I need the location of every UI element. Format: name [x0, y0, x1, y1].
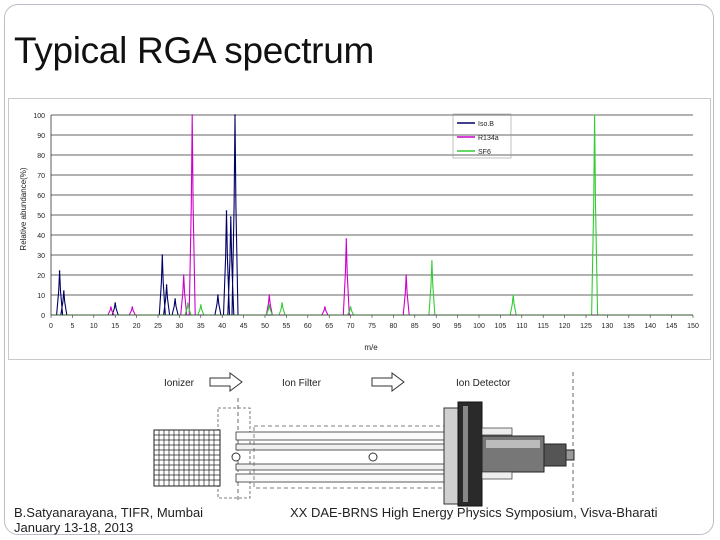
- detector-flange: [443, 401, 575, 507]
- data-point: [512, 294, 515, 296]
- x-tick-label: 125: [580, 323, 592, 330]
- ion-filter-label: Ion Filter: [282, 378, 322, 389]
- y-tick-label: 10: [37, 293, 45, 300]
- x-tick-label: 135: [623, 323, 635, 330]
- x-tick-label: 115: [538, 323, 549, 330]
- slide-title: Typical RGA spectrum: [14, 30, 375, 71]
- x-tick-label: 90: [432, 323, 440, 330]
- slide-frame: [4, 4, 714, 535]
- footer-date-line: January 13-18, 2013: [14, 520, 134, 535]
- x-tick-label: 100: [473, 323, 485, 330]
- data-point: [114, 302, 116, 304]
- legend-label: R134a: [478, 135, 499, 142]
- data-point: [182, 274, 185, 276]
- x-tick-label: 0: [49, 323, 53, 330]
- data-point: [431, 260, 433, 262]
- y-tick-label: 0: [41, 313, 45, 320]
- ionizer-grid: [153, 429, 221, 487]
- y-tick-label: 80: [37, 153, 45, 160]
- data-point: [324, 306, 326, 308]
- chart-svg: 0 10 20 30 40 50 60 70 80 90 100 0 5 10 15 20 25 30 35 40 45…: [19, 113, 699, 352]
- footer-event: XX DAE-BRNS High Energy Physics Symposiu…: [290, 505, 658, 520]
- data-point: [131, 306, 134, 308]
- x-tick-label: 70: [347, 323, 355, 330]
- data-point: [229, 216, 232, 218]
- x-tick-label: 85: [411, 323, 419, 330]
- y-tick-label: 30: [37, 253, 45, 260]
- x-tick-label: 35: [197, 323, 205, 330]
- x-tick-label: 150: [687, 323, 699, 330]
- arrow-right-icon: [371, 372, 405, 392]
- y-tick-label: 60: [37, 193, 45, 200]
- data-point: [345, 238, 348, 240]
- y-tick-label: 40: [37, 233, 45, 240]
- data-point: [593, 114, 596, 116]
- x-tick-label: 110: [516, 323, 527, 330]
- data-point: [268, 294, 271, 296]
- legend-box: [452, 113, 512, 159]
- x-tick-label: 140: [644, 323, 656, 330]
- y-tick-label: 20: [37, 273, 45, 280]
- x-tick-label: 10: [90, 323, 98, 330]
- x-tick-label: 75: [368, 323, 376, 330]
- x-tick-label: 65: [325, 323, 333, 330]
- data-point: [217, 294, 219, 296]
- footer-author: B.Satyanarayana, TIFR, Mumbai January 13…: [14, 505, 203, 535]
- data-point: [405, 274, 408, 276]
- legend-label: SF6: [478, 149, 491, 156]
- legend: Iso.B R134a SF6: [452, 113, 512, 159]
- data-point: [161, 254, 164, 256]
- rga-schematic-diagram: Ionizer Ion Filter Ion Detector: [153, 372, 575, 507]
- data-point: [58, 270, 61, 272]
- x-tick-label: 5: [70, 323, 74, 330]
- x-axis-label: m/e: [364, 343, 378, 352]
- x-tick-label: 60: [304, 323, 312, 330]
- y-tick-label: 50: [37, 213, 45, 220]
- data-point: [281, 302, 283, 304]
- y-axis-label: Relative abundance(%): [19, 167, 28, 250]
- x-tick-label: 95: [454, 323, 462, 330]
- data-point: [110, 306, 112, 308]
- ionizer-housing: [217, 407, 251, 499]
- data-point: [225, 210, 228, 212]
- legend-label: Iso.B: [478, 121, 494, 128]
- axes: 0 10 20 30 40 50 60 70 80 90 100 0 5 10 15 20 25 30 35 40 45…: [33, 113, 699, 330]
- data-point: [187, 302, 189, 304]
- quadrupole-rods: [231, 425, 451, 489]
- x-tick-label: 105: [495, 323, 507, 330]
- x-tick-label: 50: [261, 323, 269, 330]
- footer-author-line: B.Satyanarayana, TIFR, Mumbai: [14, 505, 204, 520]
- y-tick-label: 100: [33, 113, 45, 120]
- x-tick-label: 130: [602, 323, 614, 330]
- y-tick-label: 70: [37, 173, 45, 180]
- x-tick-label: 45: [240, 323, 248, 330]
- x-tick-label: 30: [176, 323, 184, 330]
- arrow-right-icon: [209, 372, 243, 392]
- x-tick-label: 20: [133, 323, 141, 330]
- ion-detector-label: Ion Detector: [456, 378, 511, 389]
- x-tick-label: 55: [283, 323, 291, 330]
- data-point: [200, 304, 202, 306]
- data-point: [165, 284, 168, 286]
- x-tick-label: 120: [559, 323, 571, 330]
- x-tick-label: 15: [111, 323, 119, 330]
- x-tick-label: 25: [154, 323, 162, 330]
- x-tick-label: 40: [218, 323, 226, 330]
- y-tick-label: 90: [37, 133, 45, 140]
- data-point: [349, 306, 352, 308]
- ionizer-label: Ionizer: [164, 378, 195, 389]
- data-point: [234, 114, 236, 116]
- data-point: [268, 304, 271, 306]
- x-tick-label: 80: [390, 323, 398, 330]
- data-point: [191, 114, 194, 116]
- data-point: [63, 290, 65, 292]
- data-point: [174, 298, 176, 300]
- x-tick-label: 145: [666, 323, 678, 330]
- rga-spectrum-chart: 0 10 20 30 40 50 60 70 80 90 100 0 5 10 15 20 25 30 35 40 45…: [8, 98, 711, 360]
